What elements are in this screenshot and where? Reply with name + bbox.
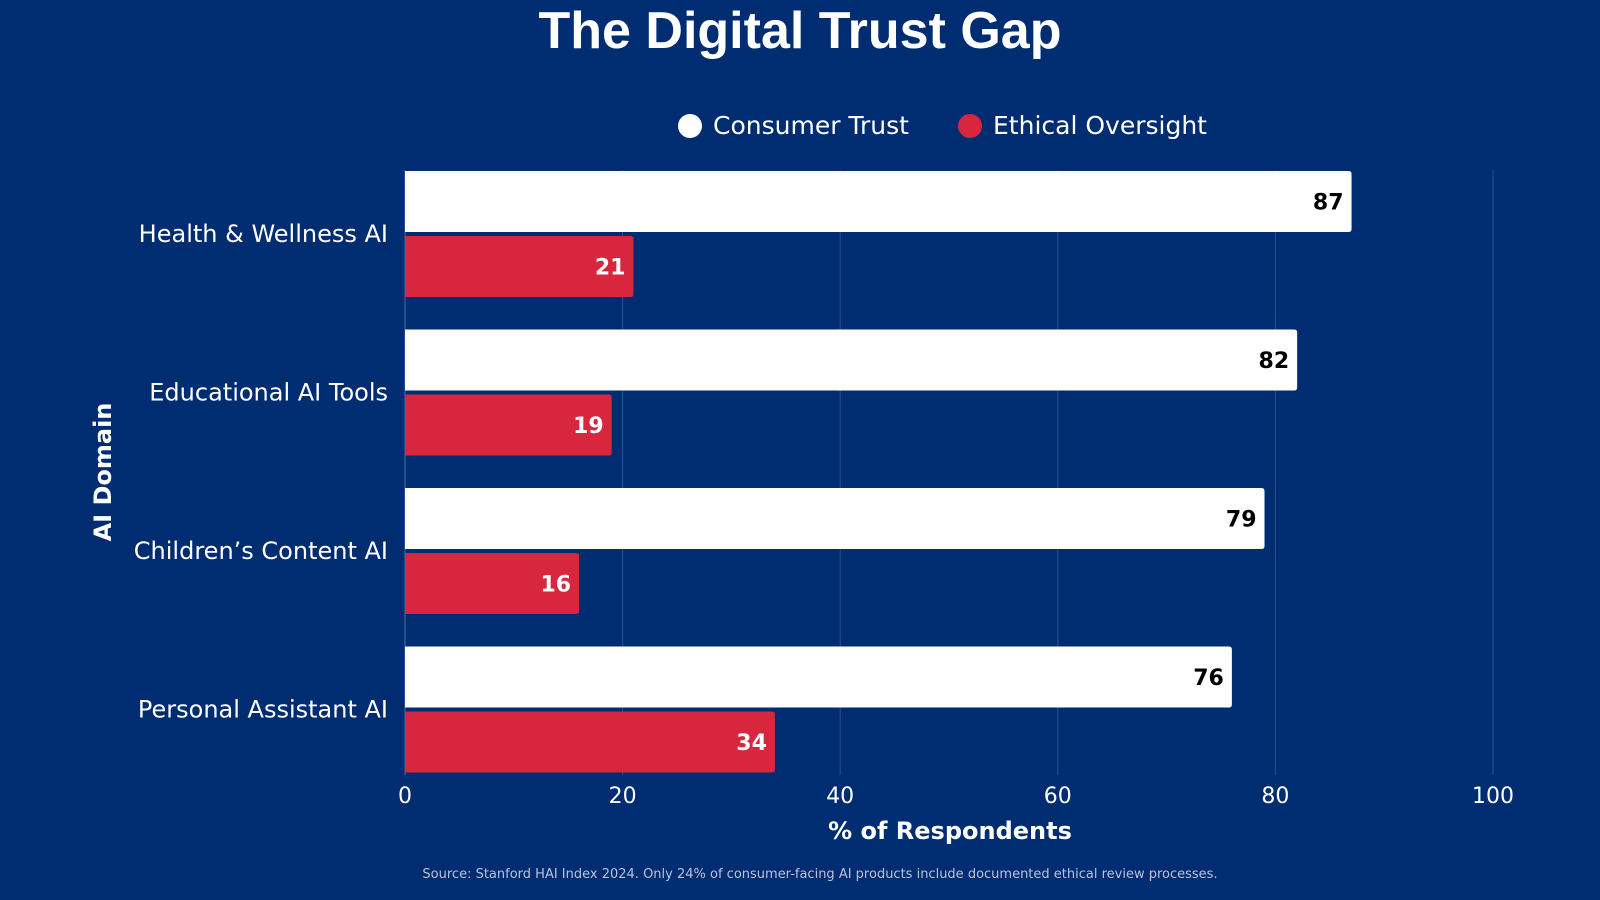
bar-value-label: 79 [1226, 508, 1257, 533]
bar-ethical-oversight [405, 711, 775, 773]
bar-ethical-oversight [405, 236, 634, 297]
bar-consumer-trust [405, 171, 1352, 232]
bar-value-label: 21 [595, 256, 626, 281]
legend-marker-ethical-oversight [958, 114, 982, 138]
bar-value-label: 87 [1313, 191, 1344, 216]
bar-consumer-trust [405, 488, 1265, 549]
bar-ethical-oversight [405, 394, 612, 456]
category-label: Health & Wellness AI [139, 220, 388, 248]
x-tick-label: 0 [398, 784, 412, 809]
x-tick-label: 60 [1044, 784, 1072, 809]
x-tick-labels: 0 20 40 60 80 100 [398, 784, 1514, 809]
legend: Consumer Trust Ethical Oversight [678, 111, 1207, 140]
x-tick-label: 100 [1472, 784, 1514, 809]
category-label: Children’s Content AI [134, 537, 388, 565]
bar-consumer-trust [405, 646, 1232, 708]
category-label: Personal Assistant AI [138, 696, 388, 724]
category-labels: Health & Wellness AI Educational AI Tools… [134, 220, 388, 724]
source-note: Source: Stanford HAI Index 2024. Only 24… [422, 867, 1217, 882]
bar-ethical-oversight [405, 553, 580, 614]
legend-label-ethical-oversight: Ethical Oversight [993, 111, 1207, 140]
bar-value-label: 19 [573, 414, 604, 439]
legend-marker-consumer-trust [678, 114, 702, 138]
category-label: Educational AI Tools [149, 379, 388, 407]
chart-title: The Digital Trust Gap [539, 2, 1062, 60]
legend-label-consumer-trust: Consumer Trust [713, 111, 909, 140]
x-tick-label: 80 [1261, 784, 1289, 809]
x-tick-label: 40 [826, 784, 854, 809]
bar-value-label: 34 [736, 731, 767, 756]
bars: 87 21 82 19 79 16 76 34 [405, 171, 1352, 773]
y-axis-title: AI Domain [89, 403, 117, 542]
x-axis-title: % of Respondents [828, 817, 1072, 845]
bar-value-label: 76 [1193, 666, 1224, 691]
bar-value-label: 82 [1259, 349, 1290, 374]
bar-consumer-trust [405, 329, 1298, 391]
bar-value-label: 16 [540, 573, 571, 598]
x-tick-label: 20 [609, 784, 637, 809]
